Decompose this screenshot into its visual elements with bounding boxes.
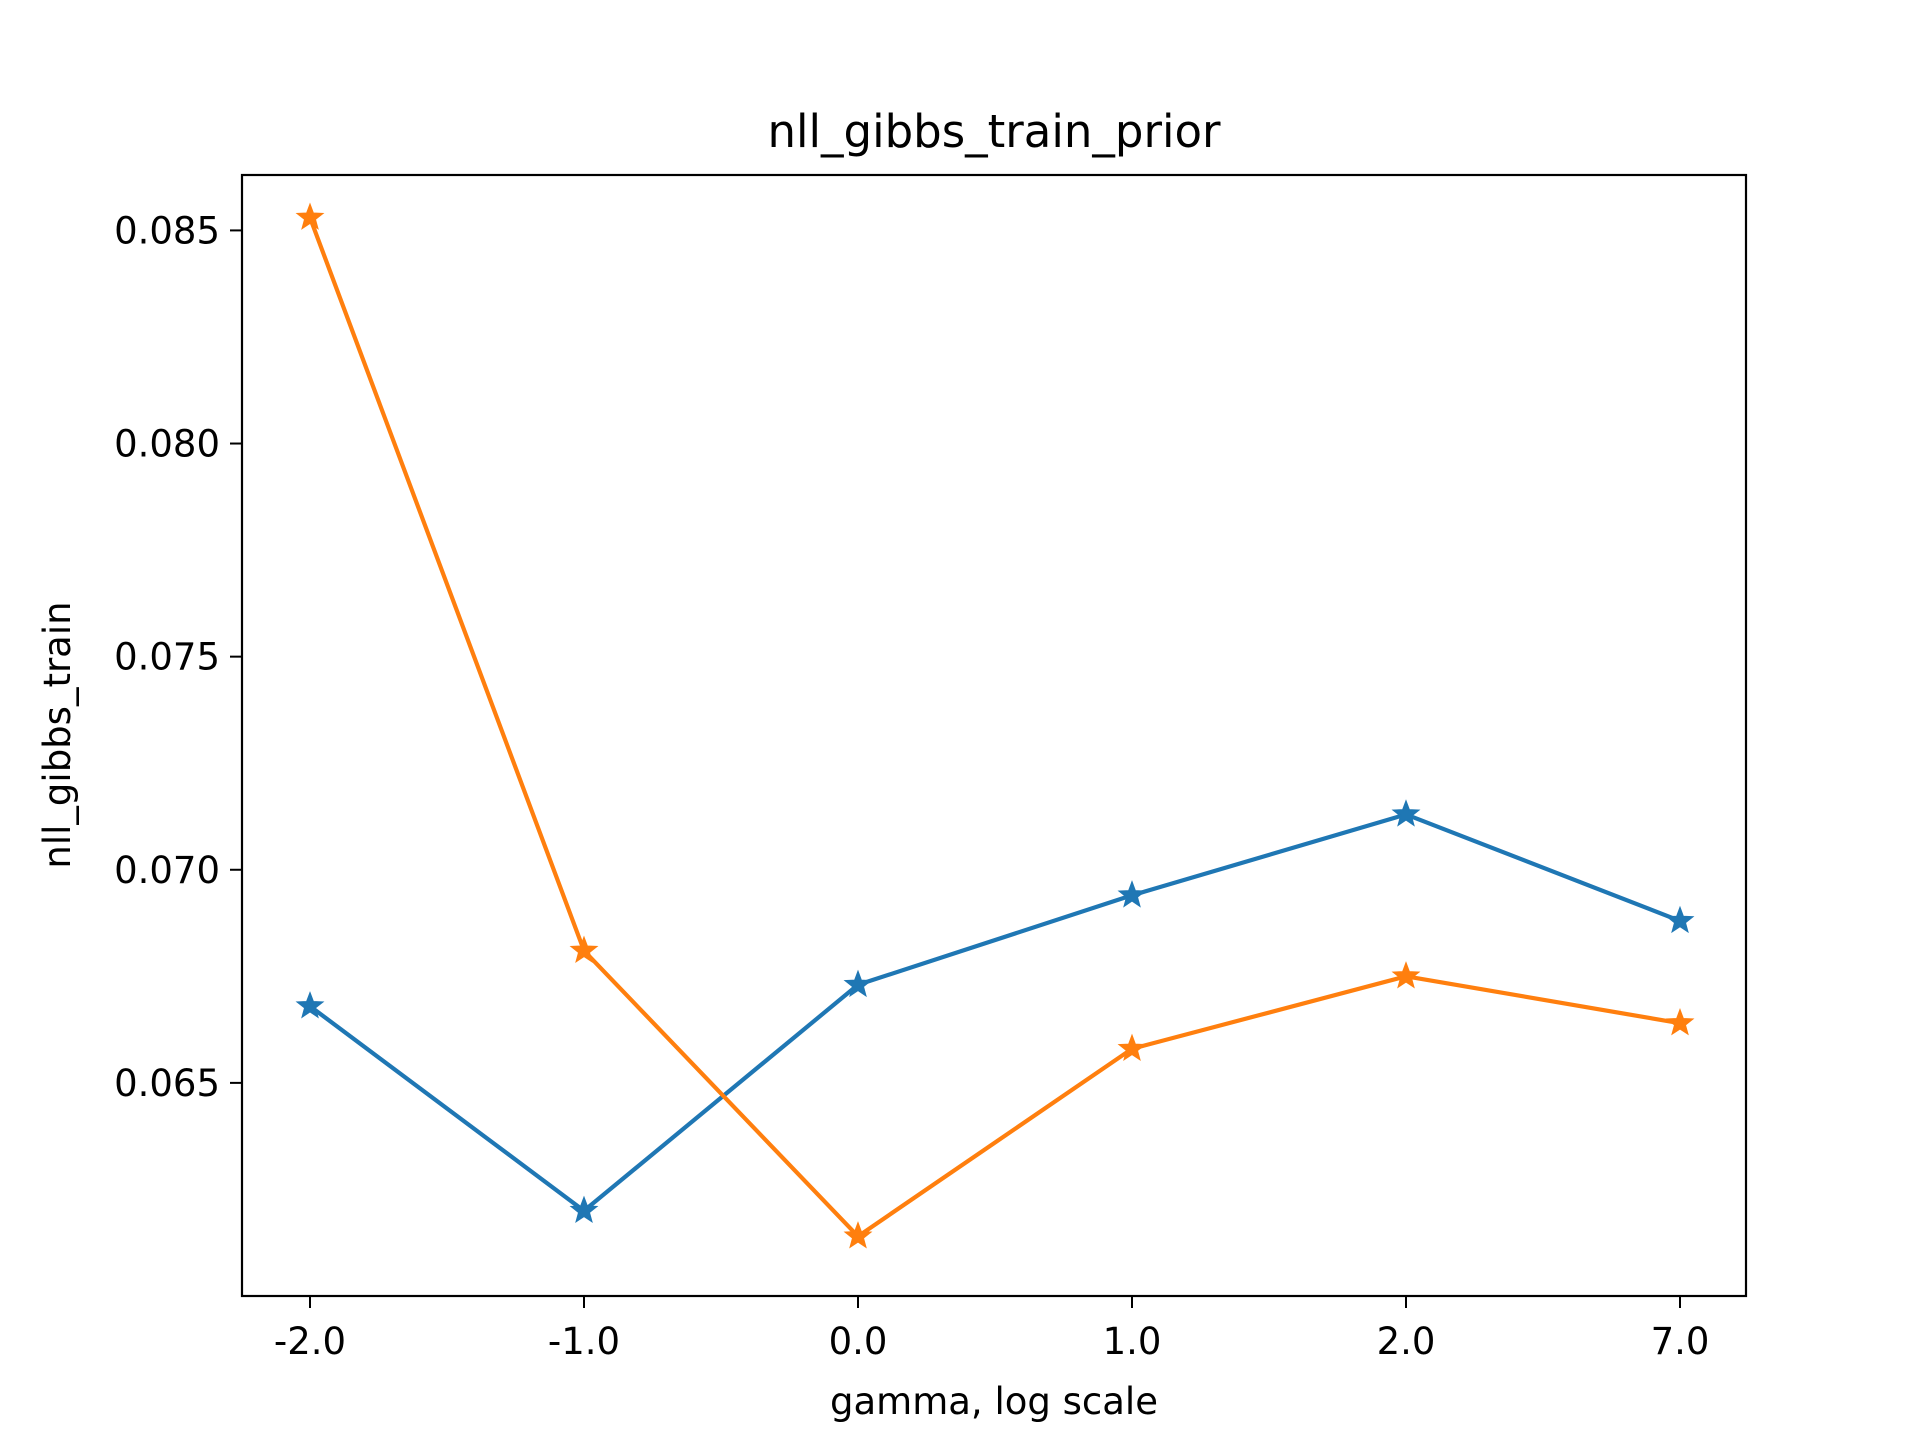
- plot-frame: [240, 173, 1748, 1298]
- series-1-point: [1117, 880, 1147, 908]
- series-1-point: [1391, 799, 1421, 827]
- y-axis-label: nll_gibbs_train: [36, 601, 79, 868]
- x-axis-label: gamma, log scale: [830, 1380, 1158, 1423]
- series-1-point: [569, 1195, 599, 1224]
- series-1-point: [1665, 905, 1695, 934]
- x-axis: -2.0 -1.0 0.0 1.0 2.0 7.0: [274, 1296, 1710, 1363]
- series-2-point: [843, 1221, 873, 1249]
- y-axis: 0.065 0.070 0.075 0.080 0.085: [114, 209, 242, 1105]
- y-tick-label: 0.075: [114, 636, 220, 679]
- series-2-point: [1391, 961, 1421, 989]
- series-2-point: [569, 935, 599, 964]
- x-tick-label: 7.0: [1651, 1320, 1710, 1363]
- series-1-point: [843, 969, 873, 998]
- x-tick-label: 1.0: [1103, 1320, 1162, 1363]
- series-1-line: [308, 812, 1681, 1213]
- x-tick-label: -2.0: [274, 1320, 346, 1363]
- y-tick-label: 0.070: [114, 849, 220, 892]
- series-2-point: [1117, 1033, 1147, 1062]
- series-2-point: [1665, 1008, 1695, 1036]
- y-tick-label: 0.065: [114, 1062, 220, 1105]
- series-1-point: [295, 991, 325, 1019]
- x-tick-label: -1.0: [548, 1320, 620, 1363]
- y-tick-label: 0.085: [114, 209, 220, 252]
- plot-area: [295, 202, 1695, 1249]
- x-tick-label: 2.0: [1377, 1320, 1436, 1363]
- y-tick-label: 0.080: [114, 423, 220, 466]
- series-2-line: [308, 216, 1681, 1239]
- series-2-point: [295, 202, 325, 230]
- x-tick-label: 0.0: [829, 1320, 888, 1363]
- chart-title: nll_gibbs_train_prior: [767, 105, 1221, 158]
